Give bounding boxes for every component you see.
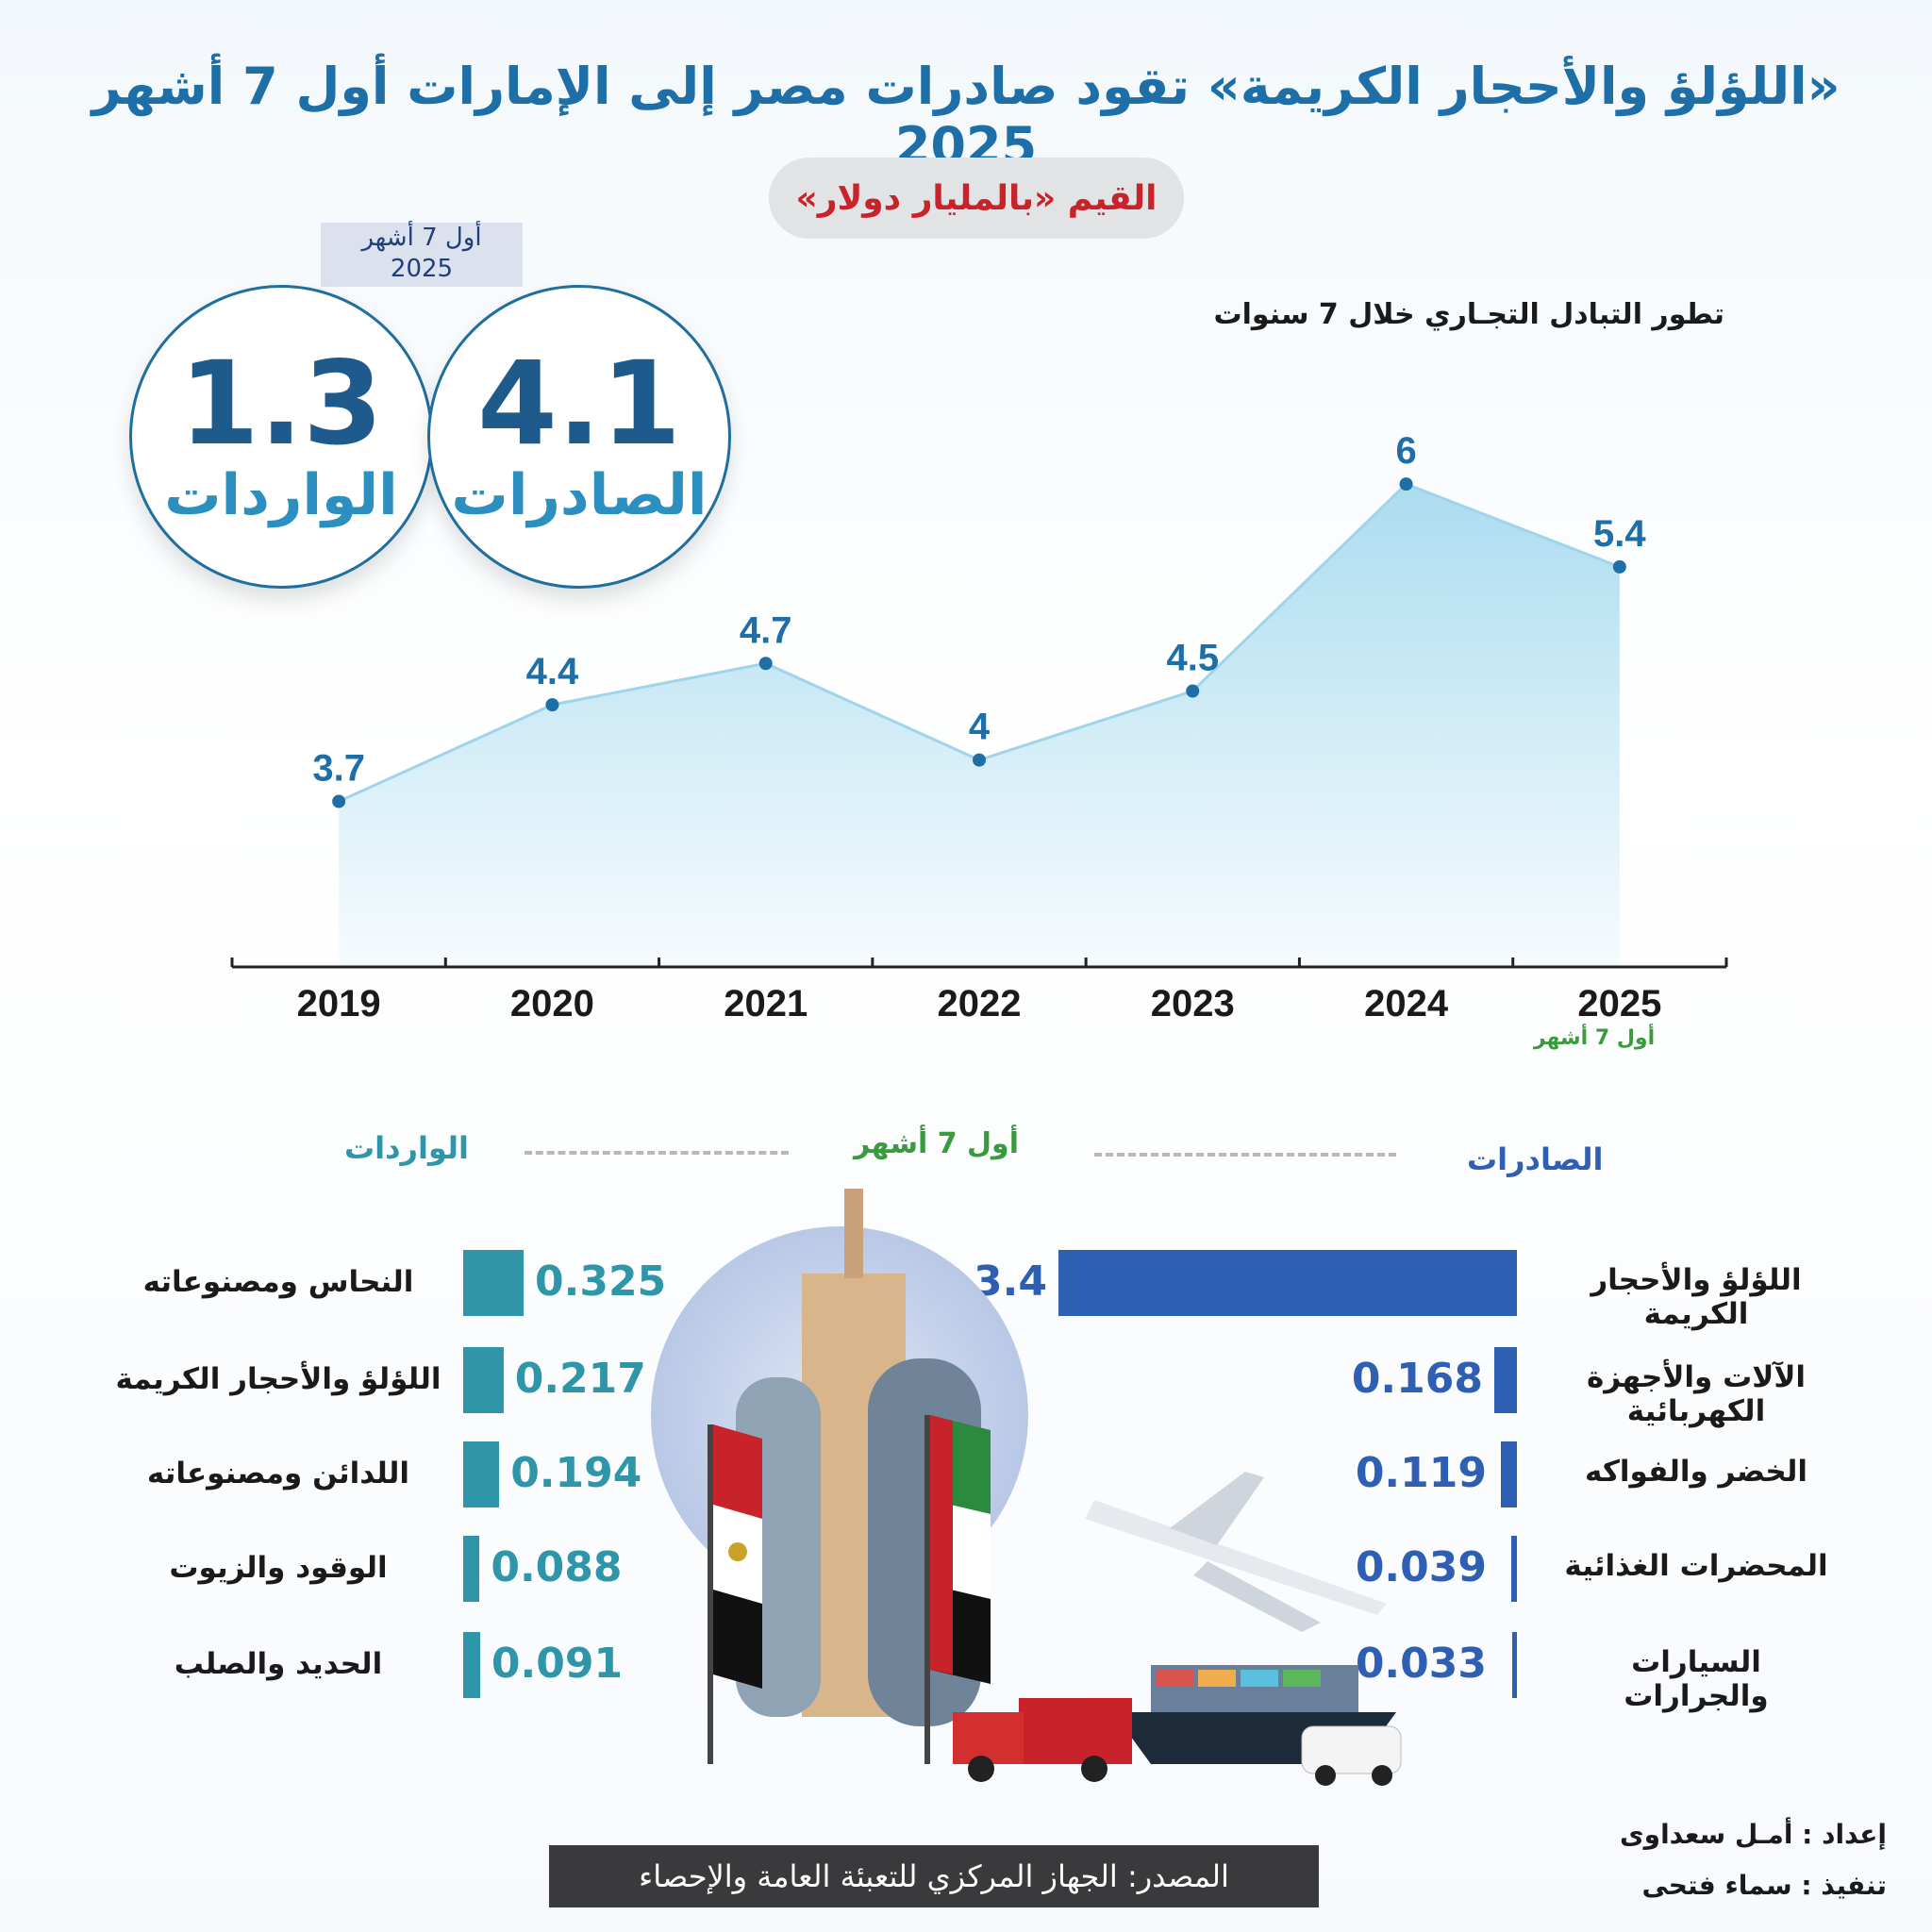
exports-total-label: الصادرات [451,462,708,528]
x-tick-label: 2025 [1577,983,1661,1024]
period-section-label: أول 7 أشهر [854,1127,1019,1160]
imports-total-label: الواردات [164,462,398,528]
export-value-label: 0.119 [1355,1449,1487,1497]
exports-total-value: 4.1 [476,337,682,471]
credit-executed: تنفيذ : سماء فتحى [1641,1870,1887,1901]
unit-subtitle: القيم «بالمليار دولار» [769,158,1184,239]
data-label: 6 [1395,430,1416,472]
data-label: 4.5 [1166,638,1219,679]
data-point [332,794,346,808]
truck-icon [953,1698,1132,1782]
page-title: «اللؤلؤ والأحجار الكريمة» تقود صادرات مص… [92,57,1840,175]
export-category-label: اللؤلؤ والأحجار الكريمة [1591,1263,1802,1331]
x-tick-label: 2023 [1151,983,1235,1024]
divider-line-left [525,1151,789,1155]
data-label: 3.7 [312,748,365,790]
data-point [1399,477,1413,491]
export-bar [1512,1632,1517,1698]
data-label: 4.7 [740,609,792,651]
export-bar [1511,1536,1517,1602]
x-tick-label: 2024 [1364,983,1449,1024]
data-label: 5.4 [1593,513,1646,555]
import-category-label: اللدائن ومصنوعاته [146,1457,410,1491]
line-chart-heading: تطور التبادل التجـاري خلال 7 سنوات [1213,298,1724,331]
imports-summary-circle: 1.3 الواردات [129,285,433,589]
x-tick-label: 2021 [724,983,808,1024]
period-box: أول 7 أشهر 2025 [321,223,523,287]
import-category-label: النحاس ومصنوعاته [142,1265,414,1299]
period-line-2: 2025 [390,255,454,283]
data-label: 4 [969,707,991,748]
import-category-label: اللؤلؤ والأحجار الكريمة [115,1362,441,1396]
import-value-label: 0.194 [510,1449,642,1497]
exports-section-label: الصادرات [1467,1141,1604,1177]
export-bar [1058,1250,1517,1316]
import-value-label: 0.325 [535,1257,667,1306]
import-category-label: الوقود والزيوت [169,1551,388,1585]
x-tick-label: 2022 [938,983,1022,1024]
data-point [1186,684,1200,698]
area-fill [339,484,1620,967]
import-bar [463,1632,480,1698]
x-tick-label: 2019 [297,983,381,1024]
export-bar [1493,1347,1517,1413]
egypt-flag-icon [708,1424,762,1764]
import-category-label: الحديد والصلب [174,1647,383,1681]
exports-summary-circle: 4.1 الصادرات [427,285,731,589]
export-value-label: 0.168 [1351,1355,1483,1403]
credit-prepared: إعداد : أمـل سعداوى [1620,1819,1887,1850]
export-category-label: السيارات والجرارات [1624,1645,1769,1713]
data-point [1612,559,1626,574]
source-note: المصدر: الجهاز المركزي للتعبئة العامة وا… [549,1845,1319,1907]
divider-line-right [1094,1153,1396,1157]
imports-total-value: 1.3 [178,337,384,471]
exports-trend-chart: 3.7 2019 4.4 2020 4.7 2021 4 2022 4.5 2023 6 2024 5.… [230,430,1728,1024]
imports-section-label: الواردات [344,1130,469,1166]
export-bar [1500,1441,1517,1507]
export-category-label: الآلات والأجهزة الكهربائية [1586,1360,1807,1428]
data-point [545,698,559,712]
data-label: 4.4 [526,651,579,692]
airplane-icon [1085,1472,1387,1632]
export-value-label: 0.033 [1355,1640,1487,1688]
data-point [973,753,986,767]
import-bar [463,1250,524,1316]
import-bar [463,1347,504,1413]
import-bar [463,1536,480,1602]
van-icon [1301,1725,1402,1786]
import-bar [463,1441,500,1507]
period-line-1: أول 7 أشهر [361,224,482,252]
export-category-label: المحضرات الغذائية [1564,1549,1828,1583]
import-value-label: 0.217 [514,1355,646,1403]
export-category-label: الخضر والفواكه [1585,1455,1807,1489]
import-value-label: 0.091 [491,1640,624,1688]
period-note: أول 7 أشهر [1533,1026,1656,1050]
data-point [758,657,773,671]
import-value-label: 0.088 [491,1543,623,1591]
x-tick-label: 2020 [510,983,594,1024]
uae-flag-icon [924,1415,991,1764]
trade-illustration [708,1189,1402,1786]
export-value-label: 0.039 [1355,1543,1487,1591]
